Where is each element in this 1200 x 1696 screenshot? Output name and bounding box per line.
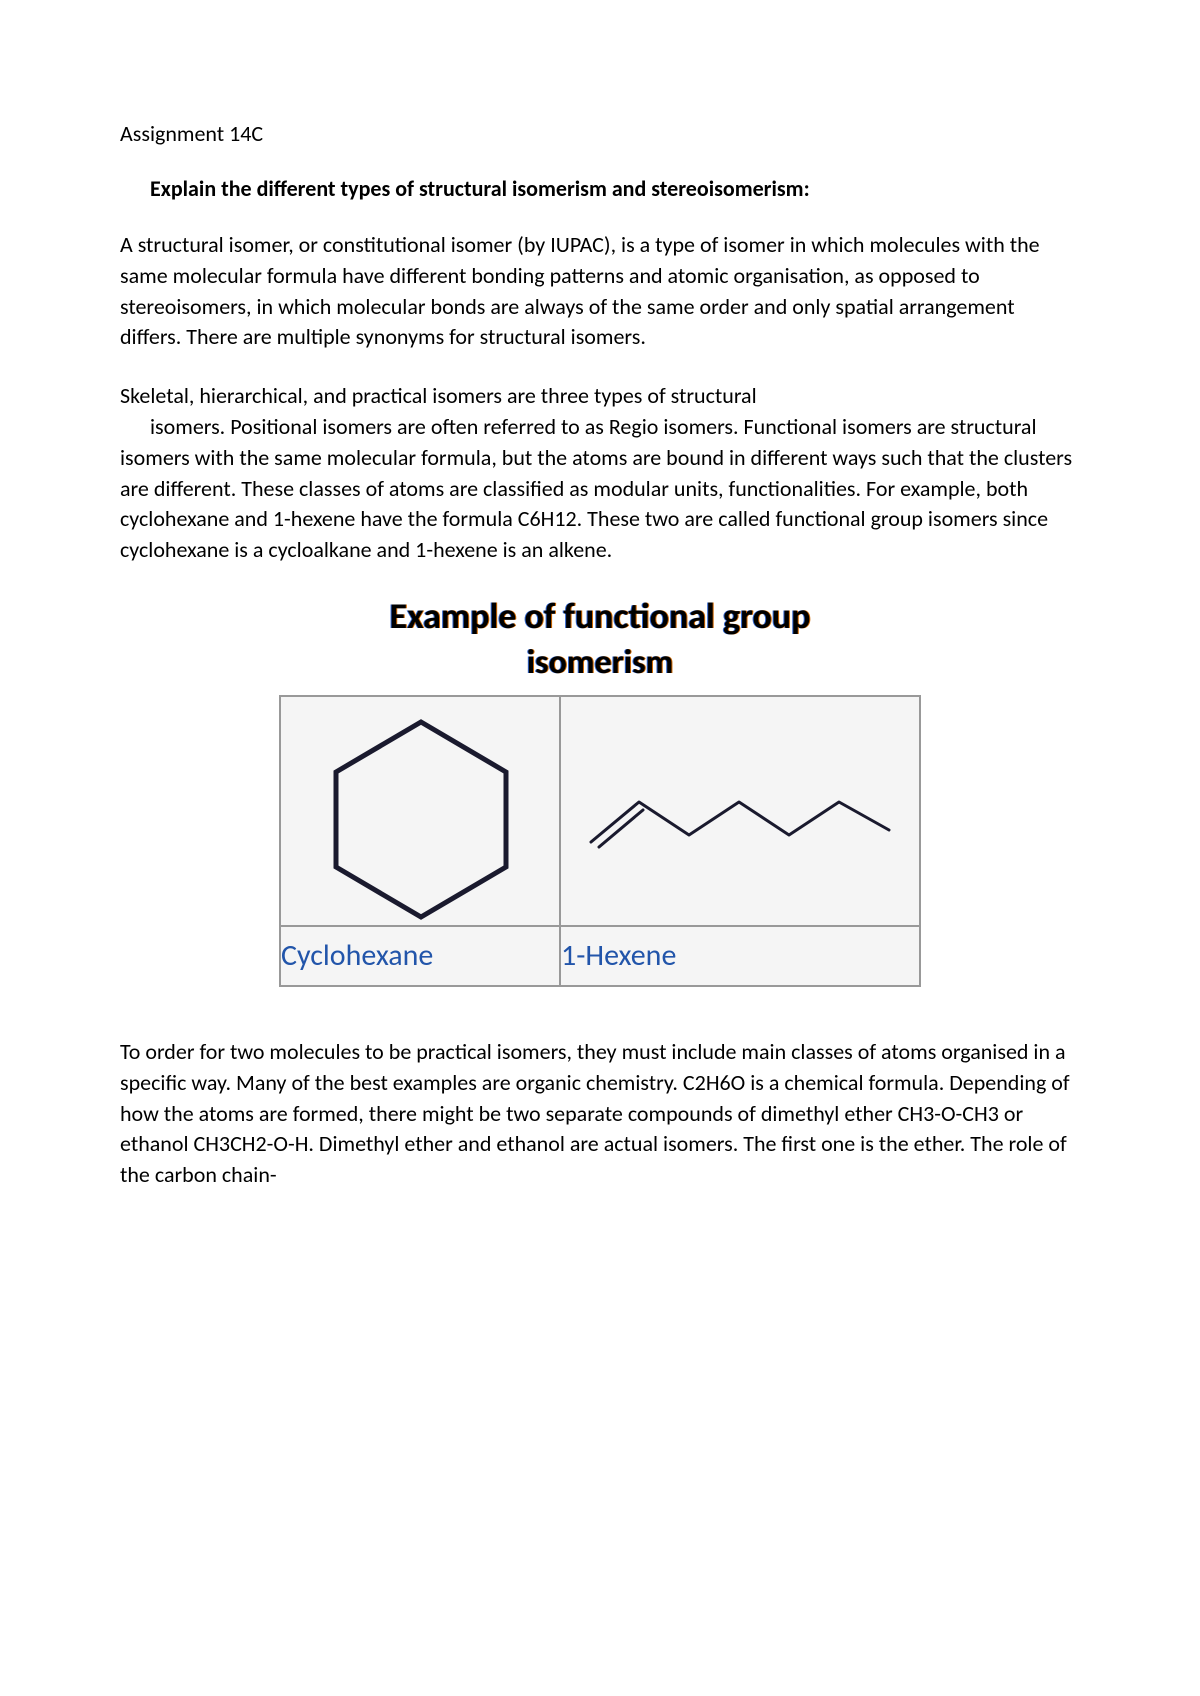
hexagon-shape xyxy=(336,722,506,917)
document-title: Assignment 14C xyxy=(120,120,1080,147)
hexene-chain xyxy=(591,802,889,842)
cyclohexane-cell xyxy=(280,696,560,926)
hexene-label: 1-Hexene xyxy=(560,926,920,986)
paragraph-1: A structural isomer, or constitutional i… xyxy=(120,230,1080,353)
paragraph-2-rest: isomers. Positional isomers are often re… xyxy=(120,413,1072,563)
paragraph-2-line1: Skeletal, hierarchical, and practical is… xyxy=(120,382,757,409)
figure-title-line1: Example of functional group xyxy=(120,594,1080,638)
figure-container: Cyclohexane 1-Hexene xyxy=(120,695,1080,987)
hexene-cell xyxy=(560,696,920,926)
document-question: Explain the different types of structura… xyxy=(150,175,1080,202)
figure-table: Cyclohexane 1-Hexene xyxy=(279,695,921,987)
paragraph-3: To order for two molecules to be practic… xyxy=(120,1037,1080,1191)
hexene-structure xyxy=(561,697,921,927)
cyclohexane-label: Cyclohexane xyxy=(280,926,560,986)
paragraph-2: Skeletal, hierarchical, and practical is… xyxy=(120,381,1080,566)
cyclohexane-structure xyxy=(281,697,561,927)
figure-title-line2: isomerism xyxy=(120,642,1080,683)
